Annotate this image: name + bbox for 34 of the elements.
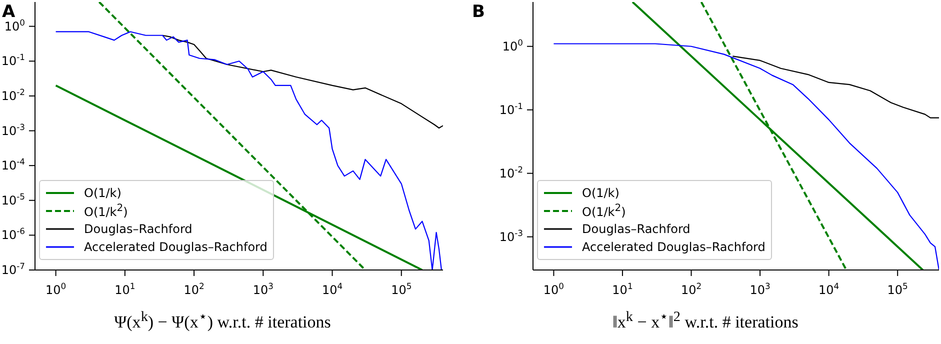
y-tick-label: 10$^{-1}$: [499, 100, 523, 117]
legend-label: O(1/k): [582, 186, 620, 200]
legend-label: Douglas–Rachford: [582, 222, 690, 236]
x-tick-label: 10$^{3}$: [252, 281, 274, 297]
y-tick-label: 10$^{-7}$: [1, 261, 25, 277]
chart-title: B: [472, 2, 485, 22]
x-axis-title: Ψ(x$^{k}$) − Ψ(x$^{⋆}$) w.r.t. # iterations: [113, 308, 332, 333]
x-tick-label: 10$^{2}$: [680, 281, 702, 297]
y-tick-label: 10$^{-2}$: [499, 164, 523, 180]
y-tick-label: 10$^{-4}$: [1, 156, 25, 173]
legend-label: Accelerated Douglas–Rachford: [582, 240, 766, 254]
x-tick-label: 10$^{1}$: [114, 281, 136, 297]
y-tick-label: 10$^{-2}$: [1, 86, 25, 103]
y-tick-label: 10$^{0}$: [502, 37, 523, 54]
legend-label: Douglas–Rachford: [84, 222, 192, 236]
legend-label: O(1/k): [84, 186, 122, 200]
x-tick-label: 10$^{0}$: [45, 281, 66, 297]
x-tick-label: 10$^{1}$: [612, 281, 633, 297]
y-tick-label: 10$^{-1}$: [1, 52, 25, 68]
x-tick-label: 10$^{0}$: [543, 281, 564, 297]
y-tick-label: 10$^{-5}$: [1, 191, 25, 208]
y-tick-label: 10$^{-3}$: [1, 122, 25, 138]
x-tick-label: 10$^{5}$: [391, 281, 412, 297]
x-tick-label: 10$^{4}$: [818, 281, 840, 297]
legend-label: Accelerated Douglas–Rachford: [84, 240, 268, 254]
y-tick-label: 10$^{-3}$: [499, 228, 523, 244]
x-axis-title: ‖x$^{k}$ − x$^{⋆}$‖$^{2}$ w.r.t. # iterations: [612, 308, 800, 333]
legend-label: O(1/k$^{2}$): [84, 203, 128, 219]
x-tick-label: 10$^{2}$: [184, 281, 204, 297]
x-tick-label: 10$^{5}$: [887, 281, 908, 297]
x-tick-label: 10$^{4}$: [322, 281, 343, 297]
y-tick-label: 10$^{-6}$: [1, 226, 25, 242]
x-tick-label: 10$^{3}$: [750, 281, 770, 297]
legend-label: O(1/k$^{2}$): [582, 203, 626, 219]
